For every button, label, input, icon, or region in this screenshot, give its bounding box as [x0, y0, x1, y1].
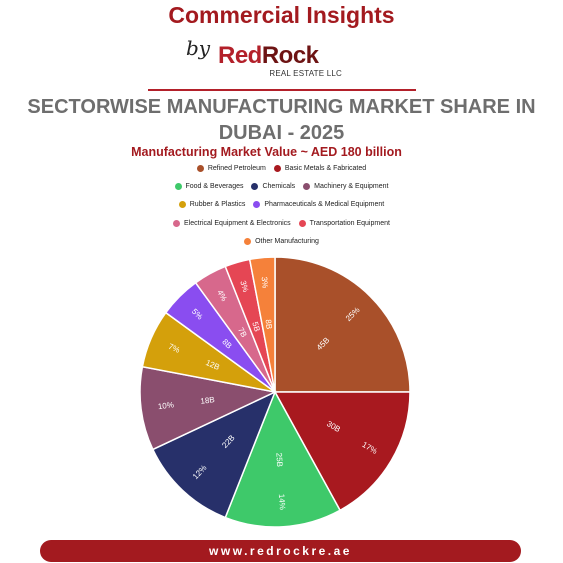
logo-subtext: REAL ESTATE LLC	[269, 69, 342, 78]
slice-value-label: 18B	[200, 395, 215, 406]
legend-label: Pharmaceuticals & Medical Equipment	[264, 201, 385, 208]
slice-value-label: 8B	[264, 319, 274, 330]
legend-label: Electrical Equipment & Electronics	[184, 220, 291, 227]
legend-row: Electrical Equipment & Electronics Transp…	[0, 220, 563, 229]
legend-item: Food & Beverages	[174, 183, 244, 190]
legend-swatch	[253, 201, 261, 208]
legend-swatch	[273, 165, 281, 172]
pie-slice	[224, 390, 342, 528]
logo-red-text: Red	[218, 42, 262, 69]
legend-row: Refined Petroleum Basic Metals & Fabricat…	[0, 165, 563, 174]
legend-label: Chemicals	[262, 183, 296, 190]
legend-label: Machinery & Equipment	[314, 183, 389, 190]
legend-item: Electrical Equipment & Electronics	[173, 220, 291, 227]
by-label: by	[186, 36, 211, 60]
legend-item: Other Manufacturing	[244, 238, 319, 245]
chart-subtitle: Manufacturing Market Value ~ AED 180 bil…	[131, 145, 402, 159]
legend-row: Rubber & Plastics Pharmaceuticals & Medic…	[0, 201, 563, 210]
legend-label: Rubber & Plastics	[189, 201, 246, 208]
slice-percent-label: 7%	[167, 342, 181, 355]
footer-url-bar[interactable]: www.redrockre.ae	[40, 540, 521, 562]
redrock-logo: RedRock REAL ESTATE LLC	[218, 42, 342, 82]
pie-slice	[151, 390, 277, 519]
legend-swatch	[173, 220, 181, 227]
slice-percent-label: 3%	[260, 276, 270, 288]
legend-item: Pharmaceuticals & Medical Equipment	[253, 201, 384, 208]
legend-item: Transportation Equipment	[298, 220, 390, 227]
legend-swatch	[178, 201, 186, 208]
legend-label: Basic Metals & Fabricated	[284, 165, 367, 172]
legend-label: Transportation Equipment	[309, 220, 390, 227]
pie-slice	[248, 256, 276, 393]
legend-swatch	[251, 183, 259, 190]
legend-item: Basic Metals & Fabricated	[273, 165, 367, 172]
legend-item: Machinery & Equipment	[303, 183, 389, 190]
legend-swatch	[298, 220, 306, 227]
slice-value-label: 25B	[274, 452, 284, 467]
legend-label: Food & Beverages	[185, 183, 244, 190]
legend-item: Refined Petroleum	[196, 165, 266, 172]
logo-rock-text: Rock	[261, 42, 319, 69]
slice-percent-label: 14%	[277, 494, 287, 511]
pie-slice	[273, 391, 411, 512]
chart-title: SECTORWISE MANUFACTURING MARKET SHARE IN…	[27, 96, 536, 144]
legend-swatch	[303, 183, 311, 190]
slice-percent-label: 10%	[157, 400, 174, 411]
slice-value-label: 5B	[250, 321, 261, 333]
legend-swatch	[174, 183, 182, 190]
legend-swatch	[196, 165, 204, 172]
pie-slice	[274, 256, 411, 393]
legend-row: Food & Beverages Chemicals Machinery & Equ…	[0, 183, 563, 192]
header-divider	[148, 89, 416, 91]
logo-wordmark: RedRock	[218, 42, 319, 70]
slice-percent-label: 3%	[238, 280, 250, 294]
legend-item: Rubber & Plastics	[178, 201, 246, 208]
legend-item: Chemicals	[251, 183, 295, 190]
legend-label: Other Manufacturing	[255, 238, 319, 245]
legend-label: Refined Petroleum	[207, 165, 266, 172]
slice-value-label: 7B	[236, 326, 249, 339]
legend-swatch	[244, 238, 252, 245]
pie-slice	[139, 365, 278, 451]
legend-row: Other Manufacturing	[0, 238, 563, 247]
header-title: Commercial Insights	[168, 2, 395, 28]
